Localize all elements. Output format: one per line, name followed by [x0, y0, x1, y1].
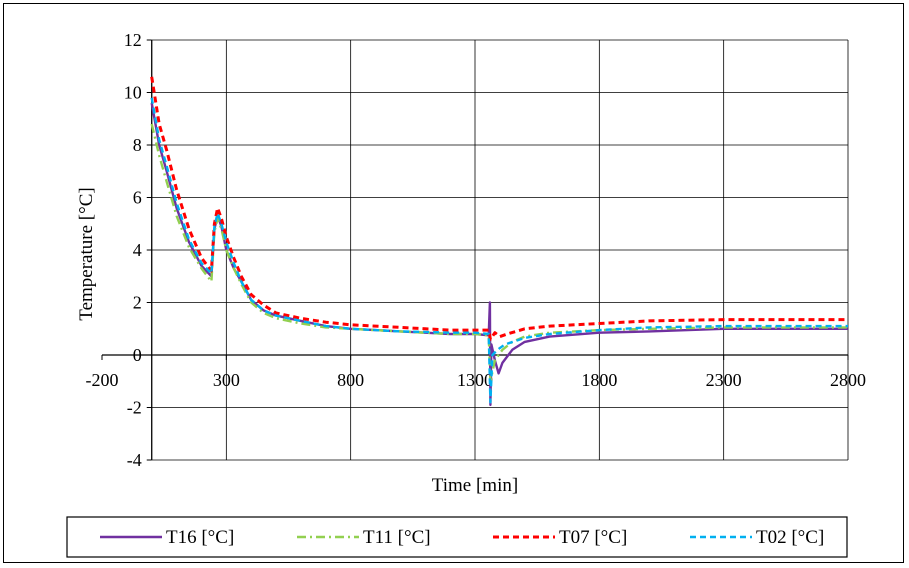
x-tick-label: -200 — [86, 370, 119, 390]
legend-label-t16: T16 [°C] — [166, 527, 234, 548]
x-tick-label: 800 — [337, 370, 364, 390]
legend-label-t11: T11 [°C] — [363, 527, 431, 548]
y-tick-label: -4 — [127, 450, 142, 470]
x-tick-label: 300 — [213, 370, 240, 390]
legend-box — [66, 516, 848, 558]
x-axis-title: Time [min] — [432, 475, 518, 496]
y-tick-label: 6 — [133, 188, 142, 208]
legend: T16 [°C] T11 [°C] T07 [°C] T02 [°C] — [66, 516, 848, 558]
legend-label-t07: T07 [°C] — [559, 527, 627, 548]
y-tick-label: 8 — [133, 135, 142, 155]
x-tick-label: 2300 — [706, 370, 742, 390]
y-tick-label: 10 — [124, 83, 142, 103]
x-tick-label: 1300 — [457, 370, 493, 390]
series-line-t02 — [150, 97, 848, 404]
y-tick-label: 12 — [124, 30, 142, 50]
series-line-t11 — [150, 123, 848, 383]
y-tick-label: 0 — [133, 345, 142, 365]
y-tick-label: 2 — [133, 293, 142, 313]
grid-lines — [151, 39, 849, 461]
y-tick-label: -2 — [127, 398, 142, 418]
y-tick-label: 4 — [133, 240, 142, 260]
series-lines — [150, 76, 848, 407]
tick-labels: -4 -2 0 2 4 6 8 10 12 -200 300 800 1300 1800 2300 2800 — [86, 30, 867, 470]
x-tick-label: 1800 — [581, 370, 617, 390]
series-line-t07 — [150, 76, 848, 341]
y-axis-title: Temperature [°C] — [76, 187, 97, 320]
series-line-t16 — [150, 102, 848, 407]
chart-frame — [3, 3, 904, 563]
x-tick-label: 2800 — [830, 370, 866, 390]
legend-label-t02: T02 [°C] — [756, 527, 824, 548]
